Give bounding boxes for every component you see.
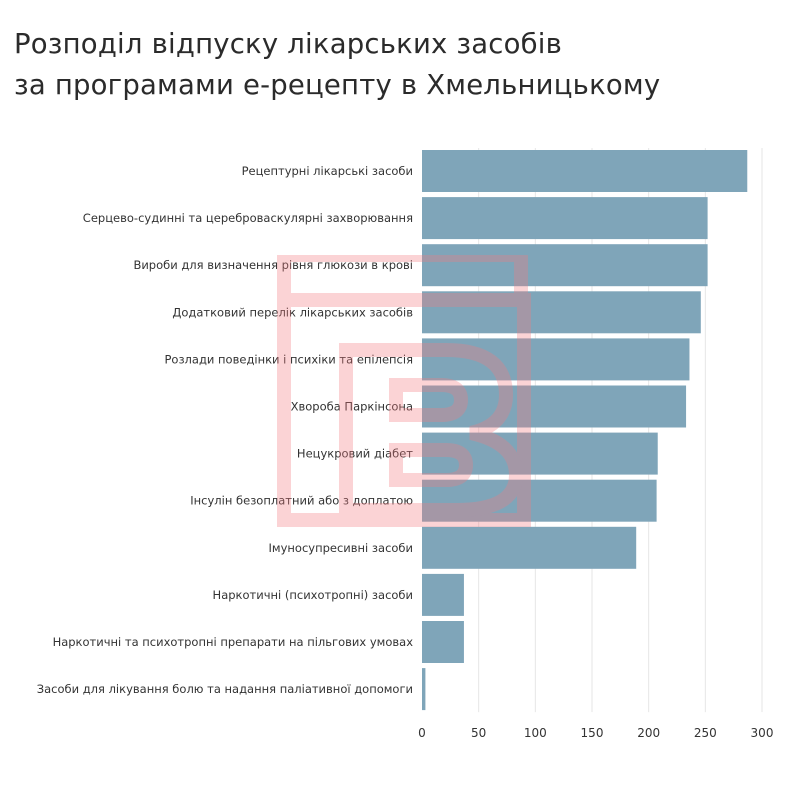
chart-title-line-2: за програмами е-рецепту в Хмельницькому [14,69,661,101]
category-label: Імуносупресивні засоби [269,541,413,555]
bar [422,621,464,663]
x-tick-label: 150 [581,726,604,740]
bars [422,150,748,711]
bar [422,385,687,428]
bar [422,150,748,192]
bar [422,573,464,616]
bar [422,432,658,475]
category-label: Хвороба Паркінсона [291,400,413,414]
bar [422,526,637,569]
x-tick-label: 0 [418,726,426,740]
x-tick-label: 250 [694,726,717,740]
x-tick-label: 200 [637,726,660,740]
category-label: Рецептурні лікарські засоби [242,164,413,178]
x-tick-label: 100 [524,726,547,740]
x-tick-label: 50 [471,726,486,740]
bar [422,197,708,240]
category-label: Додатковий перелік лікарських засобів [172,305,413,319]
category-label: Вироби для визначення рівня глюкози в кр… [133,258,413,272]
bar [422,338,690,381]
category-label: Інсулін безоплатний або з доплатою [190,494,413,508]
bar [422,479,657,522]
category-label: Серцево-судинні та цереброваскулярні зах… [83,211,413,225]
category-labels: Рецептурні лікарські засоби Серцево-судин… [37,164,414,696]
category-label: Наркотичні (психотропні) засоби [213,588,413,602]
bar [422,291,701,334]
bar [422,244,708,287]
x-axis-ticks: 0 50 100 150 200 250 300 [418,726,773,740]
category-label: Нецукровий діабет [297,447,413,461]
bar [422,668,426,711]
grid-lines [478,148,763,713]
category-label: Розлади поведінки і психіки та епілепсія [164,352,413,366]
category-label: Наркотичні та психотропні препарати на п… [53,635,414,649]
x-tick-label: 300 [751,726,774,740]
chart-title: Розподіл відпуску лікарських засобів за … [14,24,660,106]
category-label: Засоби для лікування болю та надання пал… [37,682,413,696]
chart-title-line-1: Розподіл відпуску лікарських засобів [14,28,563,60]
